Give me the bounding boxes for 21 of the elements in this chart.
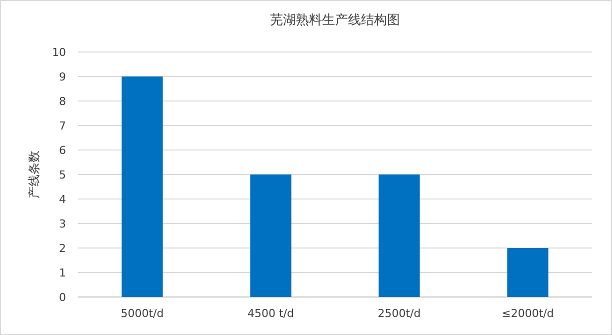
y-tick-label: 2 (59, 242, 66, 255)
y-tick-label: 0 (59, 291, 66, 304)
bar (378, 174, 420, 297)
y-tick-label: 8 (59, 95, 66, 108)
bar (122, 76, 163, 297)
x-tick-label: ≤2000t/d (502, 307, 554, 320)
chart-title: 芜湖熟料生产线结构图 (270, 13, 400, 28)
y-tick-label: 4 (59, 193, 66, 206)
x-tick-label: 5000t/d (120, 307, 164, 320)
y-tick-label: 6 (59, 144, 66, 157)
bar (250, 174, 292, 297)
y-tick-label: 5 (59, 168, 66, 182)
y-tick-label: 9 (59, 70, 66, 84)
bar (507, 248, 548, 297)
x-tick-label: 2500t/d (378, 307, 421, 320)
y-axis-title: 产线条数 (27, 150, 41, 198)
x-tick-label: 4500 t/d (248, 307, 294, 320)
y-tick-label: 1 (59, 266, 66, 280)
y-tick-label: 10 (52, 46, 66, 59)
y-tick-label: 3 (59, 218, 66, 230)
y-tick-label: 7 (59, 120, 66, 132)
